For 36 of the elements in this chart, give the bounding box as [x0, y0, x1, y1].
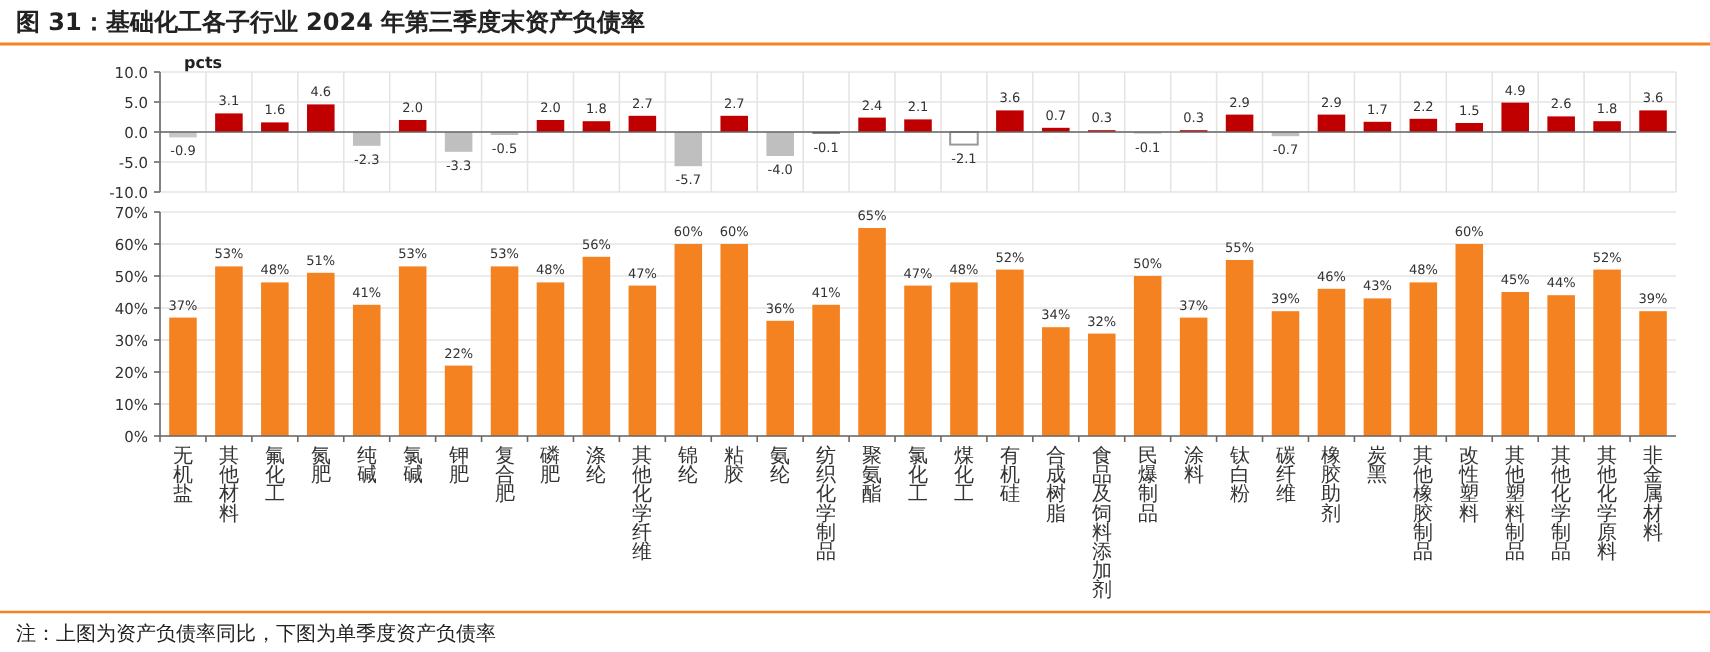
x-tick-label: 钾肥 [446, 446, 469, 488]
x-tick-label: 氟化工 [264, 446, 285, 507]
x-tick-label: 其他化学制品 [1551, 444, 1572, 564]
x-tick-label: 食品及饲料添加剂 [1089, 444, 1112, 603]
x-tick-label: 涂料 [1183, 444, 1204, 488]
x-tick-label: 复合肥 [494, 444, 515, 507]
x-tick-label: 氮肥 [310, 446, 331, 488]
x-tick-label: 钛白粉 [1227, 444, 1250, 507]
x-tick-label: 改性塑料 [1457, 446, 1480, 526]
x-tick-label: 其他材料 [216, 444, 239, 526]
x-tick-label: 氯化工 [908, 446, 928, 507]
x-tick-label: 合成树脂 [1045, 444, 1066, 526]
x-tick-label: 无机盐 [172, 446, 193, 507]
x-tick-label: 氨纶 [770, 446, 791, 488]
x-tick-label: 民爆制品 [1137, 446, 1158, 526]
x-tick-label: 非金属材料 [1641, 444, 1664, 545]
text: 注：上图为资产负债率同比，下图为单季度资产负债率 [16, 622, 496, 646]
x-tick-label: 其他化学原料 [1597, 444, 1618, 564]
x-tick-label: 锦纶 [676, 446, 699, 488]
x-tick-label: 炭黑 [1367, 444, 1388, 488]
x-tick-label: 橡胶助剂 [1321, 444, 1342, 526]
x-tick-label: 纯碱 [356, 444, 377, 488]
x-tick-label: 氯碱 [402, 446, 423, 488]
x-tick-label: 其他化学纤维 [632, 444, 653, 564]
x-tick-label: 纺织化学制品 [816, 444, 837, 564]
x-tick-label: 其他塑料制品 [1505, 444, 1526, 564]
chart-title: 图 31：基础化工各子行业 2024 年第三季度末资产负债率 [16, 8, 646, 36]
x-tick-label: 有机硅 [997, 444, 1020, 507]
x-tick-label: 其他橡胶制品 [1413, 444, 1434, 564]
x-tick-label: 粘胶 [724, 444, 745, 488]
x-tick-label: 碳纤维 [1273, 444, 1296, 507]
x-tick-label: 聚氨酯 [862, 444, 883, 507]
x-tick-label: 涤纶 [586, 444, 607, 488]
x-tick-label: 磷肥 [538, 444, 561, 488]
y-axis-title: pcts [184, 54, 223, 72]
x-tick-label: 煤化工 [953, 444, 974, 507]
